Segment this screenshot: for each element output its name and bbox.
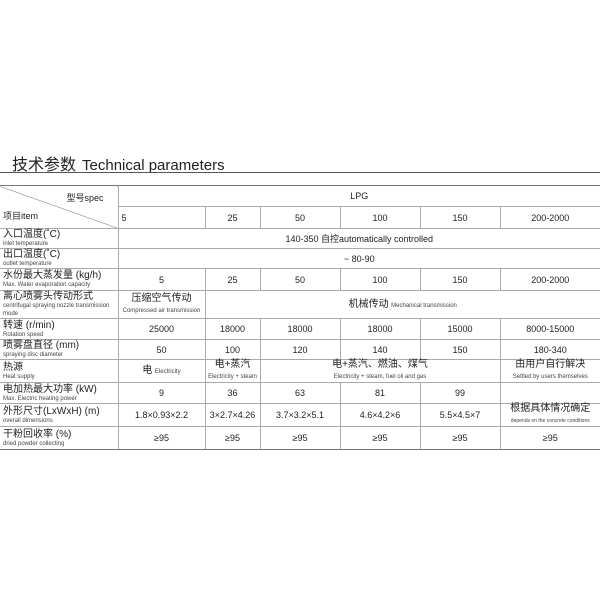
value: ≥95 (419, 426, 501, 450)
value-en: Electricity + steam, fuel oil and gas (333, 374, 427, 380)
value: ≥95 (499, 426, 600, 450)
value-en: depends on the concrete conditions (510, 418, 590, 424)
value: ~ 80-90 (117, 248, 600, 269)
header-row-model: 型号spec 项目item LPG (0, 185, 600, 229)
value: 5 (118, 206, 206, 229)
value: 18000 (259, 318, 341, 340)
row-inlet: 入口温度(˚C) inlet temperature 140-350 自控autom… (0, 228, 600, 249)
label: 出口温度(˚C) (3, 249, 61, 260)
value: 150 (419, 206, 501, 229)
value: 25000 (117, 318, 206, 340)
value: 150 (419, 339, 501, 360)
value: ≥95 (204, 426, 261, 450)
label: 干粉回收率 (%) (3, 428, 72, 440)
section-title: 技术参数 Technical parameters (12, 151, 225, 175)
label: 喷雾盘直径 (mm) (3, 340, 80, 351)
value (499, 382, 600, 404)
value: 150 (419, 268, 501, 291)
label-en: Max. Water evaporation capacity (3, 282, 91, 288)
value: 8000-15000 (499, 318, 600, 340)
value: 25 (204, 206, 261, 229)
label-en: Max. Electric heating power (3, 395, 77, 402)
label: 外形尺寸(LxWxH) (m) (3, 405, 100, 417)
label: 入口温度(˚C) (3, 229, 61, 240)
spec-label: 型号spec (66, 193, 104, 203)
value: 140-350 自控automatically controlled (117, 228, 600, 249)
value: 1.8×0.93×2.2 (117, 403, 206, 427)
label-en: centrifugal spraying nozzle transmission… (3, 303, 110, 317)
value: 200-2000 (499, 206, 600, 229)
row-water: 水份最大蒸发量 (kg/h) Max. Water evaporation cap… (0, 268, 600, 291)
value: 140 (339, 339, 421, 360)
value: 100 (339, 206, 421, 229)
value: 25 (204, 268, 261, 291)
value: 81 (339, 382, 421, 404)
value: 电+蒸汽、燃油、煤气 (332, 359, 428, 370)
value: 压缩空气传动 (131, 292, 192, 304)
title-divider (0, 172, 600, 173)
value: 5.5×4.5×7 (419, 403, 501, 427)
title-zh: 技术参数 (12, 157, 77, 174)
value: 100 (339, 268, 421, 291)
item-label: 项目item (3, 211, 39, 221)
value: 50 (259, 206, 341, 229)
model-name: LPG (117, 185, 600, 207)
label-en: Rotation speed (3, 331, 44, 338)
value: 电 (142, 365, 153, 376)
label: 电加热最大功率 (kW) (3, 383, 97, 395)
spec-table: 型号spec 项目item LPG 5 25 50 100 150 200-2000 入口温… (0, 185, 600, 450)
value: 36 (204, 382, 261, 404)
label: 水份最大蒸发量 (kg/h) (3, 270, 102, 281)
value: 50 (117, 339, 206, 360)
row-power: 电加热最大功率 (kW) Max. Electric heating power 9… (0, 382, 600, 404)
row-dims: 外形尺寸(LxWxH) (m) overall dimensions 1.8×0.9… (0, 403, 600, 427)
label: 离心喷雾头传动形式 (3, 291, 93, 302)
row-outlet: 出口温度(˚C) outlet temperature ~ 80-90 (0, 248, 600, 269)
value: 99 (419, 382, 501, 404)
value: 18000 (204, 318, 261, 340)
label-en: outlet temperature (3, 261, 52, 267)
row-speed: 转速 (r/min) Rotation speed 25000 18000 18000 1… (0, 318, 600, 340)
value: 120 (259, 339, 341, 360)
label-en: spraying disc diameter (3, 352, 64, 358)
value-en: Electricity (154, 369, 181, 375)
value: 15000 (419, 318, 501, 340)
title-en: Technical parameters (82, 157, 225, 174)
value: 3×2.7×4.26 (204, 403, 261, 427)
value: ≥95 (259, 426, 341, 450)
value: 50 (259, 268, 341, 291)
value-en: Compressed air transmission (122, 307, 201, 314)
value: ≥95 (339, 426, 421, 450)
value: 5 (117, 268, 206, 291)
value: 4.6×4.2×6 (339, 403, 421, 427)
header-corner: 型号spec 项目item (0, 185, 119, 229)
value: 由用户自行解决 (515, 359, 586, 370)
value: 100 (204, 339, 261, 360)
value: 机械传动 (348, 298, 389, 310)
row-heat: 热源 Heat supply 电 Electricity 电+蒸汽 Electric… (0, 359, 600, 383)
value-en: Mechanical transmission (391, 302, 457, 309)
value: 电+蒸汽 (214, 359, 251, 370)
value-en: Settled by users themselves (512, 374, 588, 380)
value: 180-340 (499, 339, 600, 360)
value: 63 (259, 382, 341, 404)
value: 根据具体情况确定 (510, 403, 591, 414)
row-dried: 干粉回收率 (%) dried powder collecting ≥95 ≥95 ≥9… (0, 426, 600, 450)
label-en: overall dimensions (3, 417, 53, 424)
label: 转速 (r/min) (3, 319, 55, 331)
label-en: inlet temperature (3, 241, 49, 247)
value: 200-2000 (499, 268, 600, 291)
value: 3.7×3.2×5.1 (259, 403, 341, 427)
value: 9 (117, 382, 206, 404)
label-en: Heat supply (3, 373, 35, 380)
value-en: Electricity + steam (208, 374, 257, 380)
value: ≥95 (117, 426, 206, 450)
value: 18000 (339, 318, 421, 340)
label: 热源 (3, 361, 23, 373)
row-nozzle: 离心喷雾头传动形式 centrifugal spraying nozzle tra… (0, 290, 600, 319)
label-en: dried powder collecting (3, 440, 65, 447)
row-disc: 喷雾盘直径 (mm) spraying disc diameter 50 100 120… (0, 339, 600, 360)
